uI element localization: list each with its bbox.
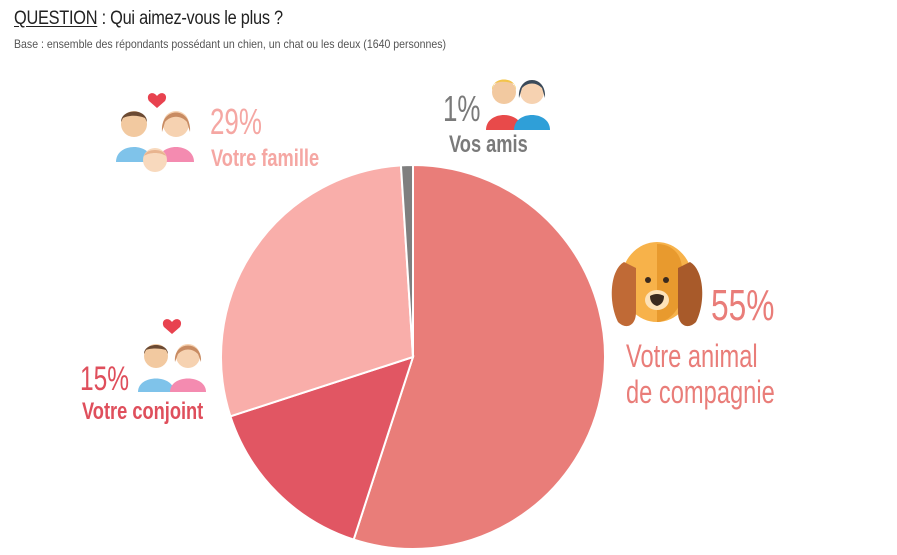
pie-slice-amis (399, 163, 414, 358)
slice-label-conjoint-value: 15% (80, 360, 130, 398)
slice-label-famille-text: Votre famille (211, 145, 320, 172)
label-amis-pct: 1% (443, 88, 480, 130)
pie-slice-animal (352, 163, 606, 550)
pie-slice-conjoint (229, 355, 415, 541)
question-title: QUESTION : Qui aimez-vous le plus ? (14, 8, 436, 30)
label-famille-pct: 29% (210, 101, 262, 143)
friends-icon (486, 79, 550, 130)
question-label: QUESTION (14, 8, 98, 29)
label-conjoint-name: Votre conjoint (82, 398, 203, 426)
label-amis-name: Vos amis (449, 131, 528, 159)
chart-header: QUESTION : Qui aimez-vous le plus ? Base… (14, 8, 505, 51)
question-text: : Qui aimez-vous le plus ? (97, 8, 284, 29)
dog-face-icon (611, 242, 703, 327)
label-famille-name: Votre famille (211, 145, 319, 173)
slice-label-amis-text: Vos amis (449, 131, 528, 158)
slice-label-amis-value: 1% (443, 88, 481, 129)
slice-label-famille-value: 29% (210, 101, 262, 142)
label-animal-name: Votre animal de compagnie (626, 338, 775, 410)
slice-label-animal-value: 55% (711, 281, 775, 330)
pie-slice-famille (220, 164, 415, 418)
slice-label-conjoint-text: Votre conjoint (82, 398, 204, 425)
pie-slices (220, 163, 606, 550)
slice-label-animal-line2: de compagnie (626, 374, 775, 410)
base-note: Base : ensemble des répondants possédant… (14, 37, 447, 51)
label-animal-pct: 55% (711, 281, 774, 331)
couple-heart-icon (138, 319, 206, 392)
slice-label-animal-line1: Votre animal (626, 338, 758, 374)
label-conjoint-pct: 15% (80, 360, 129, 399)
family-icon (116, 93, 194, 172)
